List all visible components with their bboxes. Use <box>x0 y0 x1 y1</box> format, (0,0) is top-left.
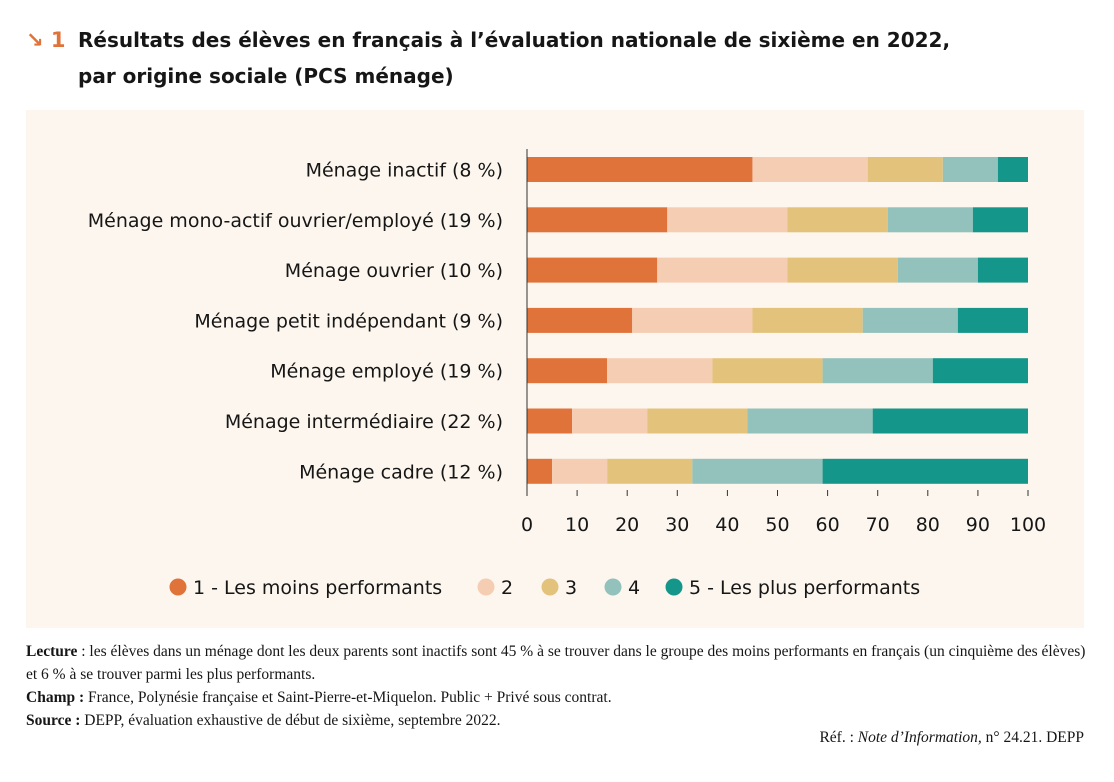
x-tick-label: 40 <box>715 514 739 536</box>
bar-segment-s1 <box>527 157 753 182</box>
figure-title-line1: Résultats des élèves en français à l’éva… <box>78 28 951 52</box>
x-tick-label: 70 <box>866 514 890 536</box>
x-tick-label: 80 <box>916 514 940 536</box>
bar-segment-s3 <box>867 157 943 182</box>
bar-segment-s2 <box>657 257 788 283</box>
bar-segment-s1 <box>527 358 608 384</box>
category-label: Ménage petit indépendant (9 %) <box>194 310 503 332</box>
lecture-label: Lecture <box>26 643 78 660</box>
bar-segment-s4 <box>822 358 933 384</box>
x-tick-label: 100 <box>1010 514 1046 536</box>
reference: Réf. : Note d’Information, n° 24.21. DEP… <box>819 729 1084 747</box>
bar-segment-s5 <box>872 408 1028 434</box>
category-label: Ménage cadre (12 %) <box>299 461 503 483</box>
bar-segment-s3 <box>607 458 693 484</box>
category-label: Ménage intermédiaire (22 %) <box>225 411 503 433</box>
bar-segment-s1 <box>527 458 553 484</box>
bar-segment-s2 <box>607 358 713 384</box>
legend-swatch <box>541 578 559 596</box>
champ-label: Champ : <box>26 689 85 706</box>
bar-segment-s4 <box>692 458 823 484</box>
x-tick-label: 50 <box>765 514 789 536</box>
bar-segment-s1 <box>527 207 668 233</box>
bar-segment-s2 <box>752 157 868 182</box>
bar-segment-s5 <box>822 458 1028 484</box>
bar-segment-s5 <box>932 358 1028 384</box>
bar-segment-s5 <box>977 257 1028 283</box>
x-tick-label: 0 <box>521 514 533 536</box>
category-label: Ménage mono-actif ouvrier/employé (19 %) <box>88 210 503 232</box>
bar-segment-s4 <box>887 207 973 233</box>
ref-suffix: n° 24.21. DEPP <box>981 729 1084 746</box>
legend-label: 2 <box>501 577 513 599</box>
x-tick-label: 30 <box>665 514 689 536</box>
bar-segment-s2 <box>552 458 608 484</box>
legend-label: 3 <box>565 577 577 599</box>
champ-note: Champ : France, Polynésie française et S… <box>26 686 1086 709</box>
x-tick-label: 20 <box>615 514 639 536</box>
figure-number: ↘ 1 <box>26 28 66 52</box>
figure-title-line2: par origine sociale (PCS ménage) <box>78 64 454 88</box>
bar-segment-s1 <box>527 307 633 333</box>
ref-title: Note d’Information, <box>857 729 982 746</box>
bar-segment-s2 <box>667 207 788 233</box>
bar-segment-s2 <box>632 307 753 333</box>
legend-label: 4 <box>628 577 640 599</box>
legend-label: 1 - Les moins performants <box>193 577 442 599</box>
ref-prefix: Réf. : <box>819 729 858 746</box>
source-note: Source : DEPP, évaluation exhaustive de … <box>26 709 1086 732</box>
legend-label: 5 - Les plus performants <box>689 577 920 599</box>
bar-segment-s1 <box>527 257 658 283</box>
stacked-bar-chart: Ménage inactif (8 %) Ménage mono-actif ou… <box>88 149 1046 599</box>
bar-segment-s4 <box>942 157 998 182</box>
bar-segment-s3 <box>787 257 898 283</box>
x-tick-label: 90 <box>966 514 990 536</box>
bar-segment-s2 <box>572 408 648 434</box>
chart-notes: Lecture : les élèves dans un ménage dont… <box>26 640 1086 732</box>
bar-segment-s5 <box>972 207 1028 233</box>
legend-swatch <box>477 578 495 596</box>
legend-swatch <box>665 578 683 596</box>
source-text: DEPP, évaluation exhaustive de début de … <box>80 712 501 729</box>
bar-segment-s4 <box>897 257 978 283</box>
legend-swatch <box>169 578 187 596</box>
bar-segment-s3 <box>712 358 823 384</box>
bar-segment-s1 <box>527 408 573 434</box>
figure-title-text: Résultats des élèves en français à l’éva… <box>78 22 950 94</box>
x-tick-label: 10 <box>565 514 589 536</box>
category-label: Ménage ouvrier (10 %) <box>285 260 503 282</box>
bar-segment-s3 <box>647 408 748 434</box>
lecture-note: Lecture : les élèves dans un ménage dont… <box>26 640 1086 686</box>
legend-swatch <box>604 578 622 596</box>
bar-segment-s5 <box>957 307 1028 333</box>
bar-segment-s4 <box>862 307 958 333</box>
chart-panel: Ménage inactif (8 %) Ménage mono-actif ou… <box>26 110 1084 628</box>
x-tick-label: 60 <box>816 514 840 536</box>
category-label: Ménage inactif (8 %) <box>306 160 503 182</box>
bar-segment-s3 <box>787 207 888 233</box>
bar-segment-s5 <box>997 157 1028 182</box>
bar-segment-s3 <box>752 307 863 333</box>
champ-text: France, Polynésie française et Saint-Pie… <box>84 689 612 706</box>
category-label: Ménage employé (19 %) <box>270 361 503 383</box>
lecture-text: : les élèves dans un ménage dont les deu… <box>26 643 1086 683</box>
source-label: Source : <box>26 712 81 729</box>
bar-segment-s4 <box>747 408 873 434</box>
